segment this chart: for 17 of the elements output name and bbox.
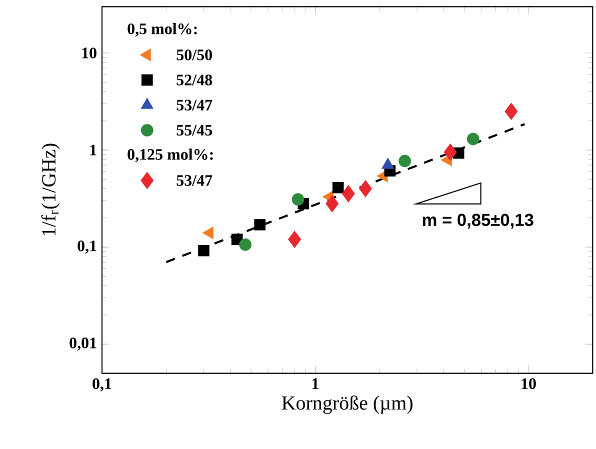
y-tick-label: 10 [82, 48, 96, 58]
legend-label: 50/50 [176, 49, 212, 60]
y-tick-label: 0,1 [78, 240, 96, 254]
x-tick-label: 1 [312, 378, 318, 389]
legend-label: 52/48 [176, 74, 212, 86]
y-axis-title: 1/f$_{r}$(1/GHz) [41, 144, 60, 236]
y-tick-label: 0,01 [70, 338, 96, 351]
annotation: 0,5 mol%: [128, 22, 197, 37]
x-axis-title: Korngröße (µm) [282, 395, 412, 414]
legend-label: 55/45 [176, 124, 212, 136]
annotation: m = 0,85±0,13 [422, 214, 534, 229]
x-tick-label: 10 [522, 378, 536, 390]
legend-label: 53/47 [176, 175, 212, 186]
annotation: 0,125 mol%: [128, 148, 213, 162]
y-tick-label: 1 [90, 144, 96, 156]
x-tick-label: 0,1 [92, 378, 112, 392]
legend-label: 53/47 [176, 100, 212, 111]
